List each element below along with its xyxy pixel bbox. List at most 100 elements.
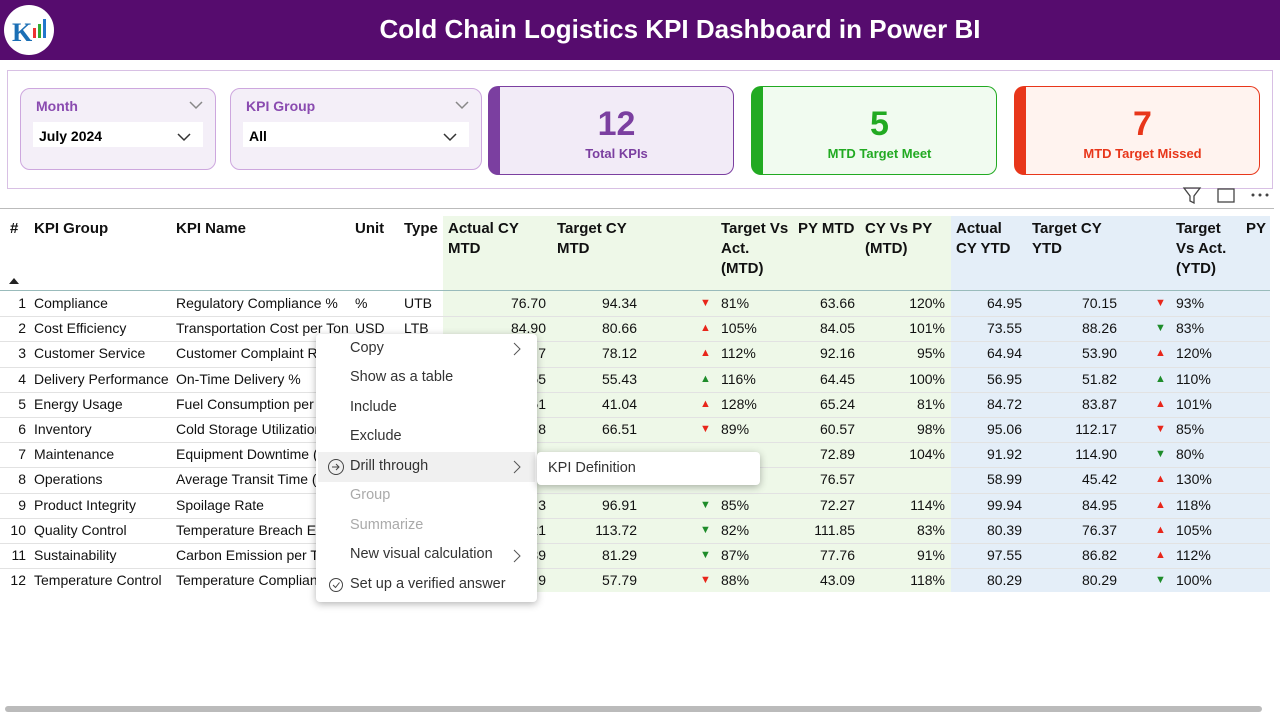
kpi-card: 7 MTD Target Missed [1014, 86, 1260, 175]
slicer-label: KPI Group [246, 98, 316, 114]
menu-item[interactable]: Copy [350, 340, 384, 356]
table-cell: 12 [10, 572, 26, 589]
table-cell: 113.72 [595, 521, 637, 538]
table-cell: Quality Control [34, 521, 127, 538]
menu-item[interactable]: New visual calculation [350, 546, 493, 562]
status-arrow: ▼ [700, 297, 711, 309]
table-cell: Cold Storage Utilization [176, 421, 323, 437]
table-cell: Equipment Downtime ( [176, 446, 318, 463]
submenu-item[interactable]: KPI Definition [548, 460, 636, 476]
table-cell: 3 [18, 345, 26, 362]
table-cell: LTB [404, 320, 429, 337]
column-header[interactable]: Actual CY YTD [956, 220, 1011, 257]
table-cell: Customer Complaint Ra [176, 345, 326, 362]
table-cell: Sustainability [34, 547, 117, 563]
menu-item: Group [350, 487, 391, 503]
table-cell: Operations [34, 471, 103, 488]
table-cell: 80.66 [601, 320, 637, 337]
table-cell: Maintenance [34, 446, 115, 463]
table-cell: Compliance [34, 295, 108, 311]
table-cell: Regulatory Compliance % [176, 295, 338, 311]
dashboard-title: Cold Chain Logistics KPI Dashboard in Po… [379, 14, 981, 44]
menu-item[interactable]: Show as a table [350, 369, 454, 385]
table-cell: % [355, 295, 368, 311]
column-header[interactable]: PY YTD [1246, 220, 1270, 237]
table-cell: 120% [909, 295, 945, 311]
table-cell: 63.66 [819, 295, 855, 311]
table-cell: 128% [721, 395, 757, 412]
table-cell: 65.24 [819, 395, 855, 412]
visual-header-icons[interactable] [1180, 185, 1275, 207]
status-arrow: ▲ [700, 322, 711, 335]
row-divider [0, 517, 1270, 519]
chevron [443, 133, 457, 142]
table-cell: 99.94 [986, 496, 1022, 513]
table-cell: Temperature Control [34, 572, 162, 589]
slicer[interactable]: KPI Group All [230, 88, 482, 170]
status-arrow: ▲ [1155, 498, 1166, 511]
status-arrow: ▼ [1155, 297, 1166, 309]
table-cell: 118% [1176, 496, 1211, 513]
table-cell: 83% [916, 521, 945, 538]
status-arrow: ▼ [1155, 423, 1166, 435]
table-cell: Product Integrity [34, 496, 136, 513]
column-header[interactable]: PY MTD [798, 220, 855, 237]
menu-item[interactable]: Drill through [350, 458, 429, 474]
visual-border [0, 208, 1274, 209]
table-cell: Cost Efficiency [34, 320, 127, 337]
chevron [189, 101, 203, 110]
table-cell: 105% [1176, 521, 1212, 538]
table-cell: 83.87 [1081, 395, 1117, 412]
card-value: 12 [597, 105, 636, 143]
table-cell: 45.42 [1081, 471, 1117, 488]
table-cell: 72.89 [819, 446, 855, 463]
column-header[interactable]: Target Vs Act. (MTD) [721, 220, 789, 277]
table-cell: 81% [721, 295, 750, 311]
table-cell: 58.99 [986, 471, 1022, 488]
column-header[interactable]: Unit [355, 220, 385, 237]
table-cell: 95% [916, 345, 945, 362]
column-header[interactable]: Type [404, 220, 438, 237]
column-header[interactable]: KPI Name [176, 220, 247, 237]
column-header[interactable]: Target Vs Act. (YTD) [1176, 220, 1227, 277]
horizontal-scrollbar[interactable] [5, 706, 1262, 712]
column-header[interactable]: Target CY YTD [1032, 220, 1102, 257]
column-header[interactable]: Actual CY MTD [448, 220, 519, 257]
table-cell: 87% [721, 547, 750, 563]
menu-item[interactable]: Set up a verified answer [350, 576, 506, 592]
column-header[interactable]: # [10, 220, 19, 237]
menu-item[interactable]: Exclude [350, 428, 402, 444]
table-cell: 6 [18, 421, 26, 437]
context-menu: Copy Show as a table Include Exclude Drill t… [316, 334, 537, 602]
chevron [177, 133, 191, 142]
sort-indicator[interactable] [8, 276, 20, 286]
menu-icons [318, 342, 535, 592]
svg-text:K: K [12, 18, 33, 47]
table-cell: 96.91 [601, 496, 637, 513]
slicer-label: Month [36, 98, 78, 114]
status-arrow: ▼ [1155, 448, 1166, 461]
slicer-dropdown[interactable]: All [243, 122, 469, 147]
slicer-value: All [249, 128, 267, 144]
table-cell: 118% [910, 572, 945, 589]
table-cell: 84.72 [986, 395, 1022, 412]
column-header[interactable]: KPI Group [34, 220, 109, 237]
table-cell: 43.09 [819, 572, 855, 589]
table-cell: Carbon Emission per Tr [176, 547, 324, 563]
column-header[interactable]: Target CY MTD [557, 220, 627, 257]
slicer[interactable]: Month July 2024 [20, 88, 216, 170]
logo: K [4, 5, 54, 55]
table-cell: 91% [916, 547, 945, 563]
table-cell: Energy Usage [34, 395, 123, 412]
column-header[interactable]: CY Vs PY (MTD) [865, 220, 932, 257]
header-divider [0, 290, 1270, 291]
row-divider [0, 391, 1270, 393]
table-cell: 10 [10, 521, 26, 538]
status-arrow: ▲ [700, 397, 711, 410]
table-cell: 85% [1176, 421, 1205, 437]
slicer-dropdown[interactable]: July 2024 [33, 122, 203, 147]
table-cell: 9 [538, 572, 546, 589]
menu-item[interactable]: Include [350, 399, 397, 415]
table-cell: 116% [721, 370, 756, 387]
table-cell: 80.29 [1081, 572, 1117, 589]
